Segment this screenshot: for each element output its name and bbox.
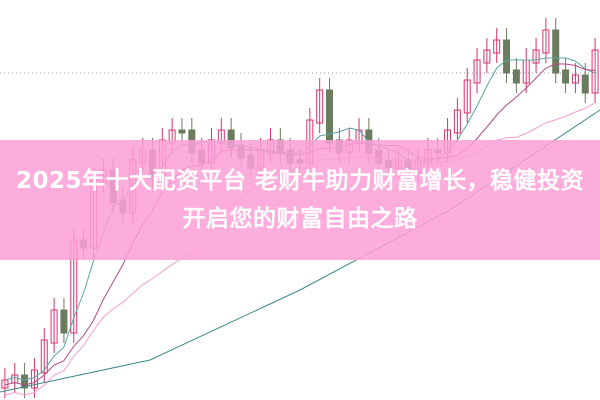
candle-body bbox=[453, 109, 461, 134]
candle-body bbox=[512, 69, 520, 84]
candle-body bbox=[60, 309, 68, 334]
candle-body bbox=[493, 39, 501, 54]
title-banner: 2025年十大配资平台 老财牛助力财富增长，稳健投资开启您的财富自由之路 bbox=[0, 140, 600, 260]
candle-body bbox=[581, 74, 589, 94]
candle-body bbox=[503, 39, 511, 74]
article-title: 2025年十大配资平台 老财牛助力财富增长，稳健投资开启您的财富自由之路 bbox=[15, 168, 585, 232]
candle-body bbox=[316, 89, 324, 124]
candle-body bbox=[571, 74, 579, 84]
candle-body bbox=[40, 339, 48, 374]
candle-body bbox=[178, 129, 186, 134]
candle-body bbox=[473, 59, 481, 84]
candle-body bbox=[21, 374, 29, 389]
candle-body bbox=[542, 29, 550, 54]
candle-body bbox=[552, 29, 560, 74]
candle-body bbox=[30, 369, 38, 389]
candle-body bbox=[483, 49, 491, 64]
candle-body bbox=[463, 79, 471, 114]
candle-body bbox=[326, 89, 334, 144]
candle-body bbox=[50, 309, 58, 344]
candle-body bbox=[562, 69, 570, 84]
candle-body bbox=[532, 49, 540, 64]
